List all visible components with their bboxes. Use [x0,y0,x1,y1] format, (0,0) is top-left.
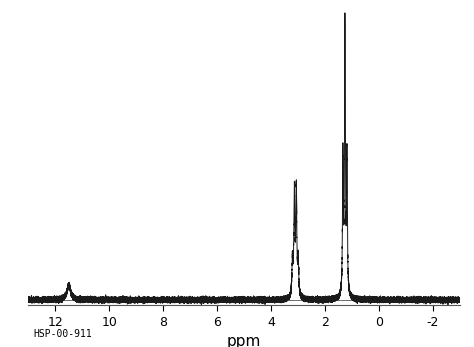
X-axis label: ppm: ppm [227,334,261,347]
Text: HSP-00-911: HSP-00-911 [33,329,92,339]
